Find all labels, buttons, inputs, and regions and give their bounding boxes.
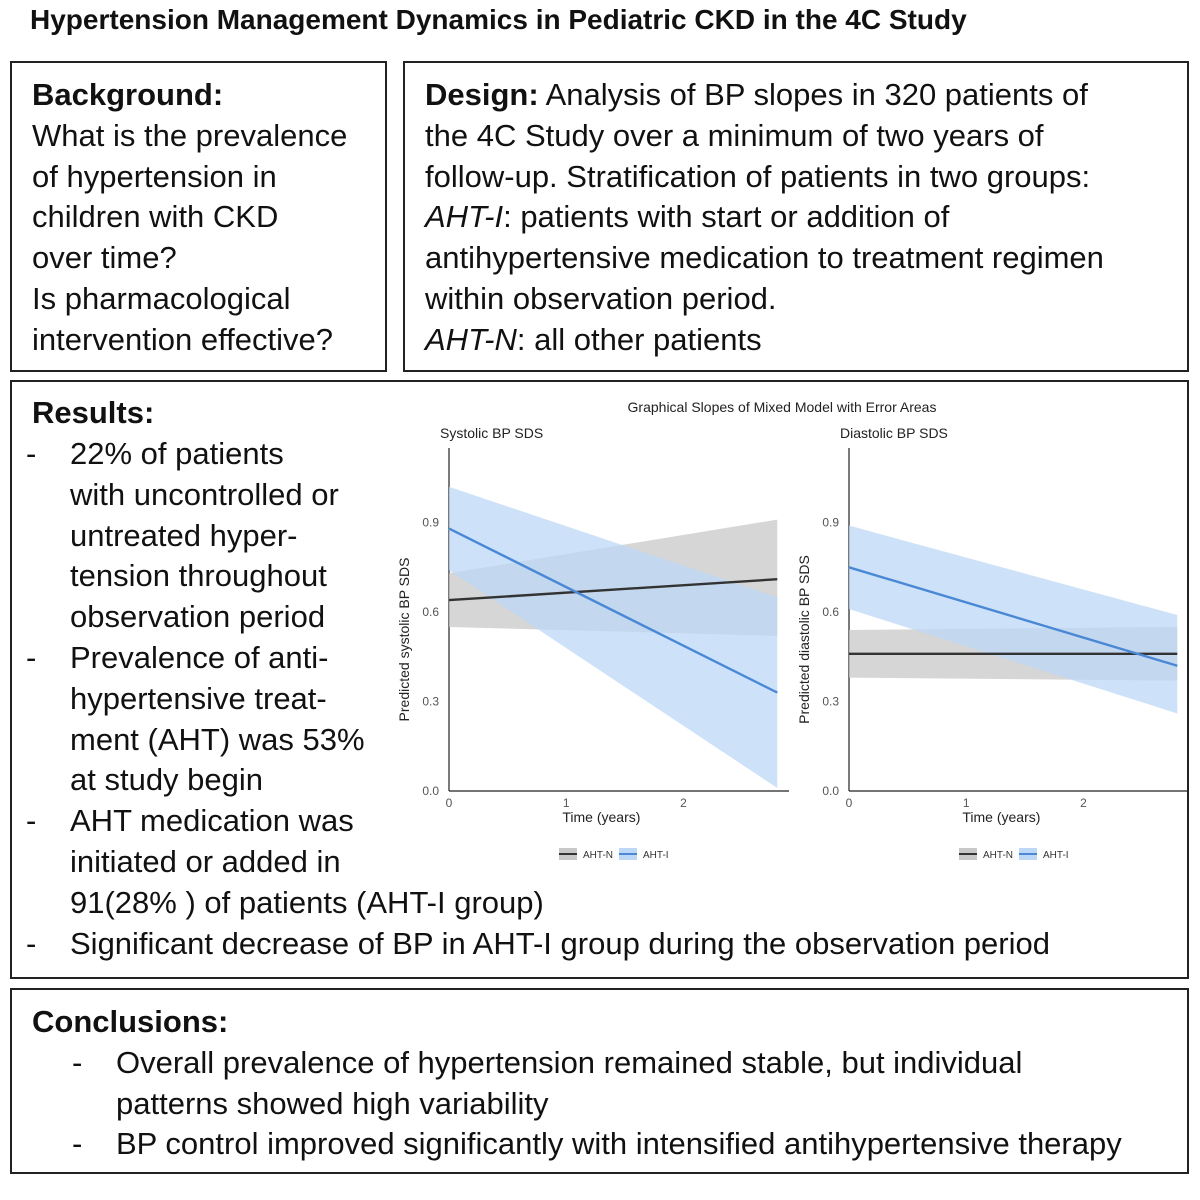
legend-label: AHT-I xyxy=(1043,850,1069,861)
design-line: AHT-N: all other patients xyxy=(425,320,1187,361)
conclusions-box: Conclusions: Overall prevalence of hyper… xyxy=(10,988,1189,1174)
legend-label: AHT-N xyxy=(983,850,1013,861)
error-band-aht-i xyxy=(449,486,778,789)
background-line: over time? xyxy=(32,240,177,276)
y-tick-label: 0.0 xyxy=(422,784,439,798)
list-item: 22% of patients with uncontrolled or unt… xyxy=(26,434,1050,638)
x-tick-label: 0 xyxy=(846,796,853,810)
conclusions-list: Overall prevalence of hypertension remai… xyxy=(32,1043,1187,1165)
background-line: What is the prevalence xyxy=(32,117,348,153)
x-tick-label: 2 xyxy=(680,796,687,810)
list-line: initiated or added in xyxy=(70,843,341,879)
background-line: intervention effective? xyxy=(32,321,334,357)
y-tick-label: 0.0 xyxy=(822,784,839,798)
panel-subtitle: Diastolic BP SDS xyxy=(840,425,948,441)
y-tick-label: 0.6 xyxy=(822,605,839,619)
design-line: follow-up. Stratification of patients in… xyxy=(425,158,1091,194)
list-item: Overall prevalence of hypertension remai… xyxy=(72,1043,1187,1125)
list-item: Prevalence of anti- hypertensive treat- … xyxy=(26,638,1050,801)
design-text: : all other patients xyxy=(516,321,762,357)
list-line: untreated hyper- xyxy=(70,517,298,553)
y-tick-label: 0.9 xyxy=(822,516,839,530)
background-box: Background: What is the prevalence of hy… xyxy=(10,61,387,372)
panel-subtitle: Systolic BP SDS xyxy=(440,425,543,441)
chart-title: Graphical Slopes of Mixed Model with Err… xyxy=(627,399,937,415)
legend-label: AHT-N xyxy=(583,850,613,861)
y-tick-label: 0.9 xyxy=(422,516,439,530)
y-tick-label: 0.6 xyxy=(422,605,439,619)
results-list: 22% of patients with uncontrolled or unt… xyxy=(26,434,1050,964)
list-item: AHT medication was initiated or added in… xyxy=(26,801,1050,923)
series-line-aht-i xyxy=(448,527,778,694)
design-line: antihypertensive medication to treatment… xyxy=(425,240,1104,276)
design-line: within observation period. xyxy=(425,280,777,316)
y-axis-label: Predicted systolic BP SDS xyxy=(396,558,412,722)
page-title: Hypertension Management Dynamics in Pedi… xyxy=(30,4,967,35)
design-heading: Design: xyxy=(425,77,539,112)
design-line: AHT-I: patients with start or addition o… xyxy=(425,197,1187,238)
design-line: the 4C Study over a minimum of two years… xyxy=(425,117,1044,153)
x-tick-label: 2 xyxy=(1080,796,1087,810)
results-heading: Results: xyxy=(32,395,155,430)
list-line: 22% of patients xyxy=(70,436,284,471)
list-line: patterns showed high variability xyxy=(116,1085,549,1121)
list-item: Significant decrease of BP in AHT-I grou… xyxy=(26,924,1050,965)
x-tick-label: 0 xyxy=(446,796,453,810)
y-tick-label: 0.3 xyxy=(822,695,839,709)
x-axis-label: Time (years) xyxy=(962,809,1040,825)
x-axis-label: Time (years) xyxy=(562,809,640,825)
design-box: Design: Analysis of BP slopes in 320 pat… xyxy=(403,61,1189,372)
x-tick-label: 1 xyxy=(963,796,970,810)
series-line-aht-n xyxy=(448,578,778,602)
y-tick-label: 0.3 xyxy=(422,695,439,709)
list-line: ment (AHT) was 53% xyxy=(70,721,365,757)
background-line: of hypertension in xyxy=(32,158,277,194)
conclusions-heading: Conclusions: xyxy=(32,1004,229,1039)
background-line: Is pharmacological xyxy=(32,280,291,316)
list-item: BP control improved significantly with i… xyxy=(72,1124,1187,1165)
list-line: AHT medication was xyxy=(70,803,354,839)
list-line: with uncontrolled or xyxy=(70,476,339,512)
list-line: Prevalence of anti- xyxy=(70,639,329,675)
list-line: at study begin xyxy=(70,762,264,798)
background-heading: Background: xyxy=(32,77,224,112)
aht-n-label: AHT-N xyxy=(425,321,517,357)
list-line: Overall prevalence of hypertension remai… xyxy=(116,1044,1023,1080)
y-axis-label: Predicted diastolic BP SDS xyxy=(796,555,812,724)
list-line: observation period xyxy=(70,599,326,635)
design-line: Design: Analysis of BP slopes in 320 pat… xyxy=(425,75,1187,116)
list-line: BP control improved significantly with i… xyxy=(116,1126,1122,1162)
design-text: : patients with start or addition of xyxy=(503,199,950,235)
chart-svg: Systolic BP SDS 0.0 0.3 0.6 0.9 0 1 2 Time (year… xyxy=(396,425,1189,861)
error-band-aht-i xyxy=(849,525,1178,714)
chart-area: Graphical Slopes of Mixed Model with Err… xyxy=(392,382,1189,882)
results-box: Results: 22% of patients with uncontroll… xyxy=(10,380,1189,979)
series-line-aht-i xyxy=(848,566,1178,667)
legend-label: AHT-I xyxy=(643,850,669,861)
aht-i-label: AHT-I xyxy=(425,199,504,235)
list-line: hypertensive treat- xyxy=(70,680,327,716)
list-line: tension throughout xyxy=(70,558,327,594)
list-line: 91(28% ) of patients (AHT-I group) xyxy=(70,884,544,920)
x-tick-label: 1 xyxy=(563,796,570,810)
background-line: children with CKD xyxy=(32,199,279,235)
design-text: Analysis of BP slopes in 320 patients of xyxy=(538,77,1088,112)
list-line: Significant decrease of BP in AHT-I grou… xyxy=(70,925,1050,961)
